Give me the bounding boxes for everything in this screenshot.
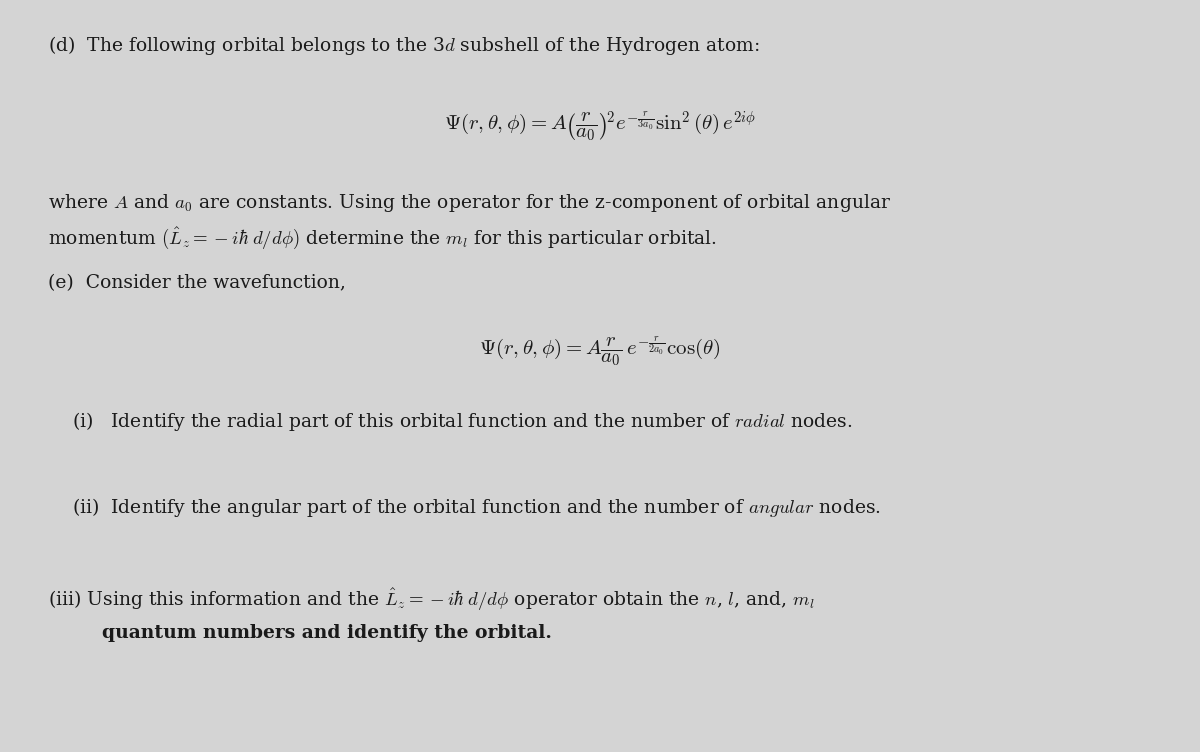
Text: quantum numbers and identify the orbital.: quantum numbers and identify the orbital… xyxy=(102,624,552,642)
Text: (ii)  Identify the angular part of the orbital function and the number of $\it{a: (ii) Identify the angular part of the or… xyxy=(72,496,881,520)
Text: (iii) Using this information and the $\hat{L}_z = -i\hbar\; d/d\phi$ operator ob: (iii) Using this information and the $\h… xyxy=(48,587,815,613)
Text: momentum $(\hat{L}_z = -i\hbar\; d/d\phi)$ determine the $m_l$ for this particul: momentum $(\hat{L}_z = -i\hbar\; d/d\phi… xyxy=(48,226,718,251)
Text: (d)  The following orbital belongs to the 3$d$ subshell of the Hydrogen atom:: (d) The following orbital belongs to the… xyxy=(48,34,760,57)
Text: $\Psi(r,\theta,\phi) = A\dfrac{r}{a_0}\, e^{-\frac{r}{2a_0}} \cos(\theta)$: $\Psi(r,\theta,\phi) = A\dfrac{r}{a_0}\,… xyxy=(480,335,720,368)
Text: where $A$ and $a_0$ are constants. Using the operator for the z-component of orb: where $A$ and $a_0$ are constants. Using… xyxy=(48,192,892,214)
Text: $\Psi(r,\theta,\phi) = A\left(\dfrac{r}{a_0}\right)^{\!2} e^{-\frac{r}{3a_0}} \s: $\Psi(r,\theta,\phi) = A\left(\dfrac{r}{… xyxy=(444,109,756,144)
Text: (e)  Consider the wavefunction,: (e) Consider the wavefunction, xyxy=(48,274,346,293)
Text: (i)   Identify the radial part of this orbital function and the number of $\it{r: (i) Identify the radial part of this orb… xyxy=(72,410,853,433)
